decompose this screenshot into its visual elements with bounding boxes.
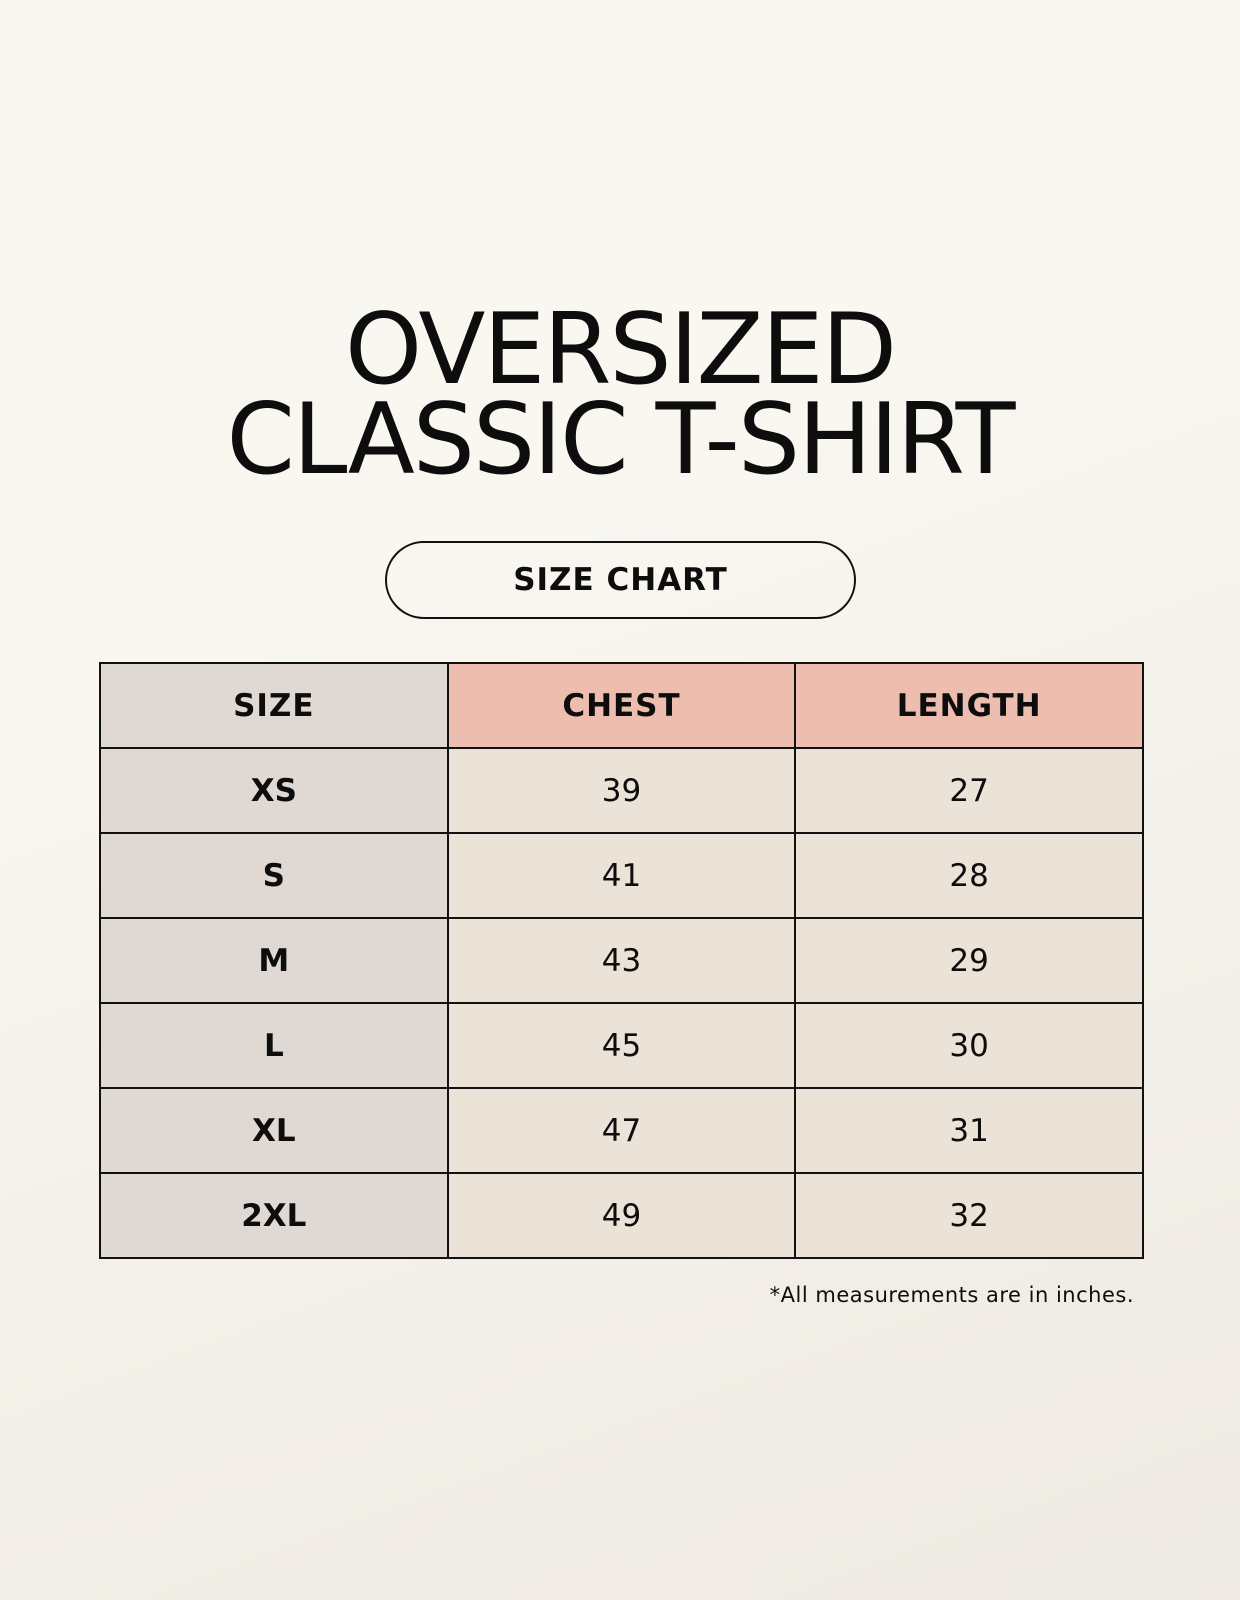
title-line-1: OVERSIZED: [344, 293, 897, 407]
table-body: XS 39 27 S 41 28 M 43 29 L 45 30 XL 47 31 2XL 49 32: [99, 747, 1144, 1259]
title-line-2: CLASSIC T-SHIRT: [226, 383, 1015, 497]
chest-cell: 43: [446, 917, 797, 1004]
column-header-chest: CHEST: [446, 662, 797, 749]
size-chart-label: SIZE CHART: [385, 541, 856, 619]
size-cell: M: [99, 917, 449, 1004]
length-cell: 28: [794, 832, 1144, 919]
size-cell: XL: [99, 1087, 449, 1174]
length-cell: 32: [794, 1172, 1144, 1259]
table-row: 2XL 49 32: [99, 1172, 1144, 1259]
page-title: OVERSIZED CLASSIC T-SHIRT: [0, 293, 1240, 497]
size-cell: S: [99, 832, 449, 919]
size-cell: XS: [99, 747, 449, 834]
length-cell: 29: [794, 917, 1144, 1004]
table-row: XS 39 27: [99, 747, 1144, 834]
table-row: S 41 28: [99, 832, 1144, 919]
size-table: SIZE CHEST LENGTH XS 39 27 S 41 28 M 43 29 L 45 30 XL 4…: [99, 662, 1144, 1259]
size-cell: 2XL: [99, 1172, 449, 1259]
column-header-length: LENGTH: [794, 662, 1144, 749]
column-header-size: SIZE: [99, 662, 449, 749]
chest-cell: 41: [446, 832, 797, 919]
chest-cell: 39: [446, 747, 797, 834]
chest-cell: 49: [446, 1172, 797, 1259]
chest-cell: 47: [446, 1087, 797, 1174]
length-cell: 27: [794, 747, 1144, 834]
table-row: XL 47 31: [99, 1087, 1144, 1174]
table-header-row: SIZE CHEST LENGTH: [99, 662, 1144, 749]
length-cell: 30: [794, 1002, 1144, 1089]
measurement-note: *All measurements are in inches.: [769, 1283, 1134, 1307]
length-cell: 31: [794, 1087, 1144, 1174]
table-row: L 45 30: [99, 1002, 1144, 1089]
table-row: M 43 29: [99, 917, 1144, 1004]
chest-cell: 45: [446, 1002, 797, 1089]
size-cell: L: [99, 1002, 449, 1089]
